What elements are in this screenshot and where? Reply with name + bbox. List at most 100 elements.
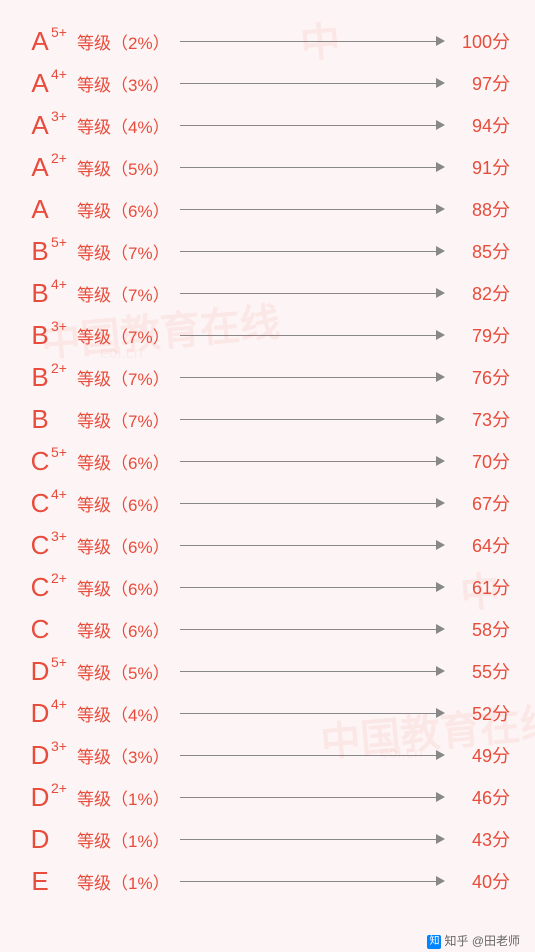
grade-row: B3+ 等级（7%） 79分 — [25, 314, 510, 356]
arrow — [180, 372, 445, 382]
grade-letter: D3+ — [25, 740, 55, 771]
arrow — [180, 288, 445, 298]
grade-superscript: 2+ — [51, 780, 67, 796]
level-label: 等级（7%） — [77, 407, 170, 432]
score-value: 64分 — [455, 532, 510, 558]
grade-letter: A3+ — [25, 110, 55, 141]
level-label: 等级（6%） — [77, 449, 170, 474]
arrow — [180, 792, 445, 802]
grade-superscript: 3+ — [51, 108, 67, 124]
attribution: 知知乎 @田老师 — [427, 932, 520, 949]
arrow — [180, 246, 445, 256]
grade-row: A4+等级（3%）97分 — [25, 62, 510, 104]
grade-letter: B3+ — [25, 320, 55, 351]
grade-superscript: 5+ — [51, 234, 67, 250]
score-value: 94分 — [455, 112, 510, 138]
level-label: 等级（5%） — [77, 659, 170, 684]
grade-row: C3+ 等级（6%） 64分 — [25, 524, 510, 566]
zhihu-icon: 知 — [427, 935, 441, 949]
grade-row: D2+等级（1%）46分 — [25, 776, 510, 818]
grade-row: C 等级（6%） 58分 — [25, 608, 510, 650]
arrow — [180, 414, 445, 424]
grade-row: B4+等级（7%）82分 — [25, 272, 510, 314]
arrow — [180, 540, 445, 550]
level-label: 等级（1%） — [77, 869, 170, 894]
level-label: 等级（6%） — [77, 617, 170, 642]
grade-letter: C5+ — [25, 446, 55, 477]
grade-row: D 等级（1%） 43分 — [25, 818, 510, 860]
arrow — [180, 624, 445, 634]
score-value: 79分 — [455, 322, 510, 348]
grade-superscript: 2+ — [51, 360, 67, 376]
score-value: 73分 — [455, 406, 510, 432]
level-label: 等级（7%） — [77, 239, 170, 264]
score-value: 40分 — [455, 868, 510, 894]
arrow — [180, 456, 445, 466]
arrow — [180, 330, 445, 340]
score-value: 70分 — [455, 448, 510, 474]
score-value: 88分 — [455, 196, 510, 222]
grade-superscript: 2+ — [51, 570, 67, 586]
arrow — [180, 750, 445, 760]
grade-letter: E — [25, 866, 55, 897]
score-value: 52分 — [455, 700, 510, 726]
grade-superscript: 4+ — [51, 66, 67, 82]
grade-row: A3+等级（4%）94分 — [25, 104, 510, 146]
level-label: 等级（6%） — [77, 575, 170, 600]
grade-letter: B2+ — [25, 362, 55, 393]
grade-letter: C — [25, 614, 55, 645]
arrow — [180, 876, 445, 886]
arrow — [180, 666, 445, 676]
arrow — [180, 162, 445, 172]
grade-letter: A2+ — [25, 152, 55, 183]
grade-letter: D5+ — [25, 656, 55, 687]
grade-letter: C3+ — [25, 530, 55, 561]
score-value: 55分 — [455, 658, 510, 684]
level-label: 等级（6%） — [77, 197, 170, 222]
score-value: 46分 — [455, 784, 510, 810]
grade-row: C4+等级（6%）67分 — [25, 482, 510, 524]
arrow — [180, 834, 445, 844]
grade-row: C2+等级（6%）61分 — [25, 566, 510, 608]
level-label: 等级（7%） — [77, 281, 170, 306]
grade-superscript: 2+ — [51, 150, 67, 166]
grade-row: B5+ 等级（7%） 85分 — [25, 230, 510, 272]
score-value: 76分 — [455, 364, 510, 390]
grade-letter: D2+ — [25, 782, 55, 813]
score-value: 43分 — [455, 826, 510, 852]
grade-letter: C2+ — [25, 572, 55, 603]
grade-superscript: 3+ — [51, 318, 67, 334]
grade-row: C5+ 等级（6%） 70分 — [25, 440, 510, 482]
grade-superscript: 4+ — [51, 486, 67, 502]
grade-letter: A4+ — [25, 68, 55, 99]
level-label: 等级（3%） — [77, 743, 170, 768]
attribution-author: @田老师 — [472, 934, 520, 948]
score-value: 67分 — [455, 490, 510, 516]
arrow — [180, 582, 445, 592]
grade-row: E 等级（1%） 40分 — [25, 860, 510, 902]
grade-row: D4+等级（4%）52分 — [25, 692, 510, 734]
arrow — [180, 120, 445, 130]
score-value: 58分 — [455, 616, 510, 642]
level-label: 等级（7%） — [77, 323, 170, 348]
grade-row: A等级（6%）88分 — [25, 188, 510, 230]
grade-letter: D — [25, 824, 55, 855]
grade-letter: B — [25, 404, 55, 435]
level-label: 等级（5%） — [77, 155, 170, 180]
score-value: 100分 — [455, 28, 510, 54]
grade-letter: B5+ — [25, 236, 55, 267]
grade-superscript: 5+ — [51, 444, 67, 460]
level-label: 等级（2%） — [77, 29, 170, 54]
level-label: 等级（6%） — [77, 533, 170, 558]
score-value: 91分 — [455, 154, 510, 180]
arrow — [180, 78, 445, 88]
level-label: 等级（7%） — [77, 365, 170, 390]
level-label: 等级（4%） — [77, 701, 170, 726]
level-label: 等级（6%） — [77, 491, 170, 516]
attribution-source: 知乎 — [444, 934, 468, 948]
grade-superscript: 3+ — [51, 738, 67, 754]
level-label: 等级（1%） — [77, 827, 170, 852]
score-value: 85分 — [455, 238, 510, 264]
grade-row: B 等级（7%） 73分 — [25, 398, 510, 440]
arrow — [180, 36, 445, 46]
